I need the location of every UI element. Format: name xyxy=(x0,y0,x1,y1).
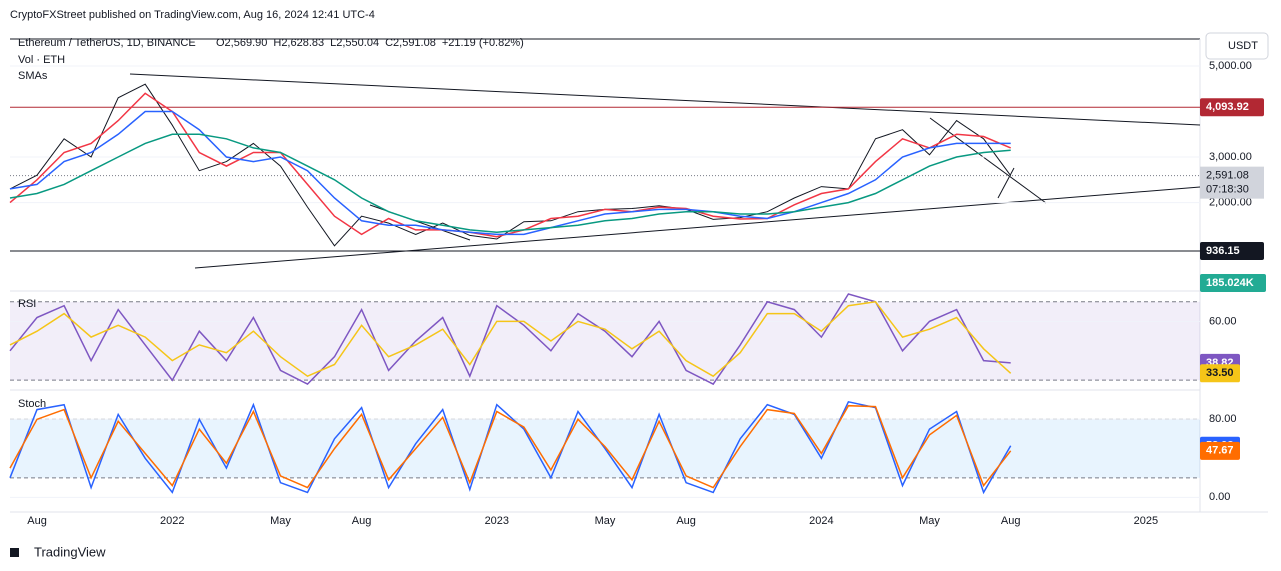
legend-value: C2,591.08 xyxy=(385,37,436,49)
trend-line xyxy=(194,186,1201,269)
volume-label-box xyxy=(1200,274,1266,292)
x-tick-label: 2023 xyxy=(485,515,509,527)
series-line xyxy=(9,110,1011,236)
level-label-box xyxy=(1200,98,1264,117)
x-tick-label: 2022 xyxy=(160,515,184,527)
x-tick-label: May xyxy=(270,515,291,527)
pane-title: RSI xyxy=(18,298,36,310)
overlay-title: SMAs xyxy=(18,70,48,82)
x-tick-label: May xyxy=(919,515,940,527)
last-value-label-text: 33.50 xyxy=(1206,367,1234,379)
level-label: 936.15 xyxy=(1200,242,1264,261)
legend-value: +21.19 (+0.82%) xyxy=(442,37,524,49)
level-label-text: 936.15 xyxy=(1206,245,1240,257)
legend-value: H2,628.83 xyxy=(273,37,324,49)
brand: TradingView xyxy=(34,544,106,559)
level-label-text: 4,093.92 xyxy=(1206,101,1249,113)
x-tick-label: May xyxy=(595,515,616,527)
last-value-label: 47.67 xyxy=(1200,441,1240,460)
y-tick-label: 60.00 xyxy=(1209,315,1237,327)
series-line xyxy=(9,300,1012,378)
last-price-box xyxy=(1200,166,1264,199)
last-value-label-box xyxy=(1200,441,1240,460)
x-tick-label: 2025 xyxy=(1134,515,1158,527)
level-label: 4,093.92 xyxy=(1200,98,1264,117)
x-tick-label: Aug xyxy=(352,515,372,527)
currency-button[interactable] xyxy=(1205,32,1269,60)
legend-value: L2,550.04 xyxy=(330,37,379,49)
last-value-label-text: 47.67 xyxy=(1206,445,1234,457)
series-line xyxy=(9,133,1011,233)
y-tick-label: 3,000.00 xyxy=(1209,151,1252,163)
last-value-label: 33.50 xyxy=(1200,364,1240,383)
series-line xyxy=(9,404,1012,489)
volume-label-text: 185.024K xyxy=(1206,277,1254,289)
last-price: 2,591.08 xyxy=(1206,170,1249,182)
volume-label: 185.024K xyxy=(1200,274,1266,292)
band-fill xyxy=(10,301,1200,381)
y-tick-label: 5,000.00 xyxy=(1209,60,1252,72)
trend-line xyxy=(129,73,1201,126)
x-tick-label: Aug xyxy=(676,515,696,527)
y-tick-label: 80.00 xyxy=(1209,413,1237,425)
series-line xyxy=(9,293,1011,386)
currency-label[interactable]: USDT xyxy=(1228,40,1258,52)
publish-header: CryptoFXStreet published on TradingView.… xyxy=(10,9,375,21)
last-value-label-box xyxy=(1200,364,1240,383)
x-tick-label: Aug xyxy=(27,515,47,527)
countdown: 07:18:30 xyxy=(1206,184,1249,196)
logo: TradingView xyxy=(10,544,106,559)
x-tick-label: Aug xyxy=(1001,515,1021,527)
series-line xyxy=(9,400,1012,495)
x-tick-label: 2024 xyxy=(809,515,833,527)
y-tick-label: 0.00 xyxy=(1209,491,1230,503)
volume-title: Vol · ETH xyxy=(18,54,65,66)
series-line xyxy=(9,92,1011,238)
legend-value: O2,569.90 xyxy=(216,37,267,49)
trend-line xyxy=(929,117,1047,204)
pane-title: Stoch xyxy=(18,398,46,410)
pane-title: Ethereum / TetherUS, 1D, BINANCE xyxy=(18,37,196,49)
y-tick-label: 2,000.00 xyxy=(1209,196,1252,208)
trend-line xyxy=(997,167,1015,199)
level-label-box xyxy=(1200,242,1264,261)
